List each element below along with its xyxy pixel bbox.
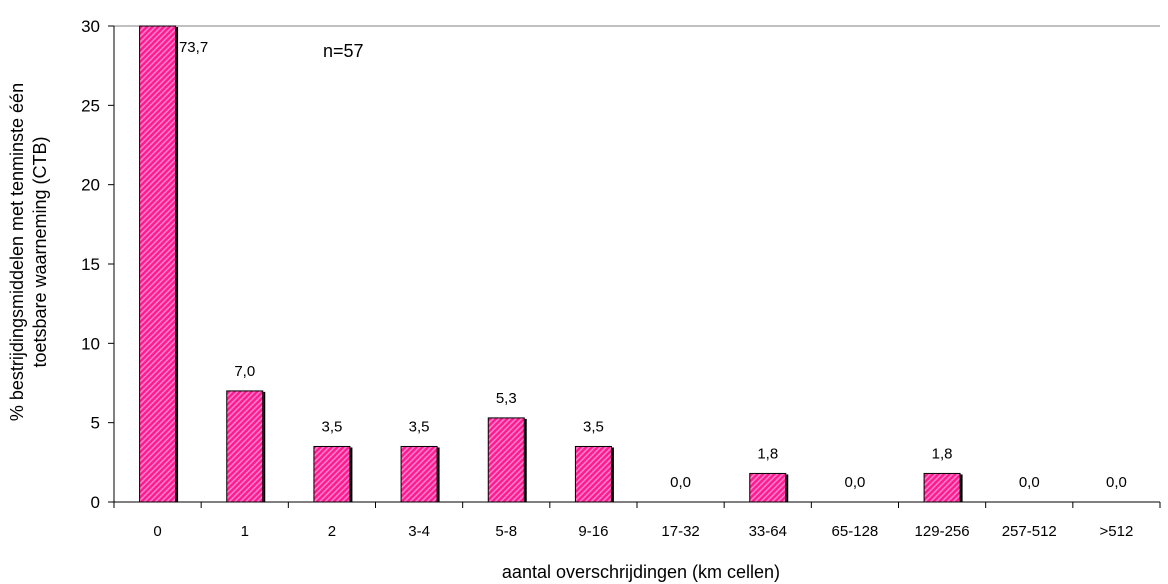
y-tick-label: 30	[81, 17, 100, 36]
data-label: 1,8	[757, 445, 778, 462]
data-label: 7,0	[234, 363, 255, 380]
x-tick-label: 1	[241, 523, 249, 540]
y-tick-label: 5	[91, 414, 100, 433]
bar	[749, 472, 787, 503]
y-tick-label: 20	[81, 176, 100, 195]
bar	[487, 417, 525, 503]
x-tick-label: 65-128	[832, 523, 879, 540]
data-label: 3,5	[409, 418, 430, 435]
x-tick-label: 17-32	[661, 523, 699, 540]
y-tick-label: 10	[81, 334, 100, 353]
bar	[313, 445, 351, 503]
x-tick-label: 2	[328, 523, 336, 540]
data-label: 3,5	[321, 418, 342, 435]
data-label: 0,0	[1019, 474, 1040, 491]
bar	[574, 445, 612, 503]
x-tick-label: 3-4	[408, 523, 430, 540]
x-tick-label: 257-512	[1002, 523, 1057, 540]
x-tick-label: 33-64	[749, 523, 787, 540]
data-label: 5,3	[496, 390, 517, 407]
y-tick-label: 25	[81, 96, 100, 115]
sample-size-annotation: n=57	[323, 41, 364, 61]
x-tick-label: 5-8	[495, 523, 517, 540]
data-label: 3,5	[583, 418, 604, 435]
x-tick-label: 9-16	[578, 523, 608, 540]
x-tick-label: >512	[1100, 523, 1134, 540]
y-tick-label: 15	[81, 255, 100, 274]
y-axis-title-line1: % bestrijdingsmiddelen met tenminste één	[7, 83, 27, 421]
x-axis-title: aantal overschrijdingen (km cellen)	[502, 562, 780, 582]
data-label: 0,0	[844, 474, 865, 491]
bar	[400, 445, 438, 503]
bar	[923, 472, 961, 503]
data-label: 73,7	[179, 39, 208, 56]
x-tick-label: 0	[153, 523, 161, 540]
bar	[226, 390, 264, 503]
data-label: 1,8	[932, 445, 953, 462]
bar	[139, 25, 177, 503]
data-label: 0,0	[1106, 474, 1127, 491]
y-tick-label: 0	[91, 493, 100, 512]
data-label: 0,0	[670, 474, 691, 491]
x-tick-label: 129-256	[915, 523, 970, 540]
y-axis-title-line2: toetsbare waarneming (CTB)	[30, 136, 50, 367]
